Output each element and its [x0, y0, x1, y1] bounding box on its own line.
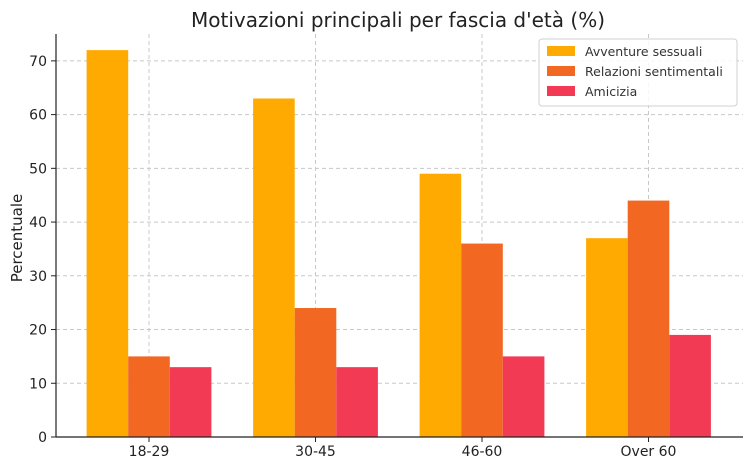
- bar-46-60-series-1: [419, 173, 462, 437]
- y-tick-label: 0: [38, 430, 47, 446]
- x-tick-label: 30-45: [295, 444, 336, 460]
- legend-label: Amicizia: [585, 84, 637, 99]
- x-tick-label: 46-60: [462, 444, 503, 460]
- legend-swatch: [547, 86, 575, 96]
- bar-over-60-series-3: [669, 334, 711, 437]
- y-tick-label: 10: [29, 376, 47, 392]
- legend-label: Avventure sessuali: [585, 44, 702, 59]
- legend-swatch: [547, 66, 575, 76]
- bar-30-45-series-3: [336, 367, 378, 437]
- bar-over-60-series-1: [586, 238, 628, 437]
- y-tick-label: 50: [29, 161, 47, 177]
- y-axis-label: Percentuale: [8, 194, 26, 283]
- bar-18-29-series-3: [169, 367, 212, 437]
- bar-18-29-series-1: [86, 50, 129, 438]
- legend-swatch: [547, 46, 575, 56]
- legend-box: [538, 38, 738, 107]
- y-tick-label: 20: [29, 323, 47, 339]
- y-tick-label: 40: [29, 215, 47, 231]
- legend-label: Relazioni sentimentali: [585, 64, 723, 79]
- y-tick-label: 70: [29, 54, 47, 70]
- bar-30-45-series-2: [294, 308, 337, 437]
- bar-over-60-series-2: [627, 200, 670, 437]
- x-tick-label: Over 60: [621, 444, 677, 460]
- legend: Avventure sessuali Relazioni sentimentali…: [538, 38, 738, 107]
- y-tick-label: 30: [29, 269, 47, 285]
- bar-46-60-series-3: [502, 356, 545, 437]
- chart-title: Motivazioni principali per fascia d'età …: [191, 8, 605, 32]
- bar-46-60-series-2: [461, 243, 503, 437]
- x-tick-label: 18-29: [129, 444, 170, 460]
- tick-labels: 0 10 20 30 40 50 60 70 18-29 30-45 46-60 Over 60: [29, 54, 676, 460]
- bar-30-45-series-1: [253, 98, 295, 437]
- y-tick-label: 60: [29, 108, 47, 124]
- bars: [86, 50, 711, 438]
- axes: [51, 34, 743, 442]
- bar-18-29-series-2: [128, 356, 170, 437]
